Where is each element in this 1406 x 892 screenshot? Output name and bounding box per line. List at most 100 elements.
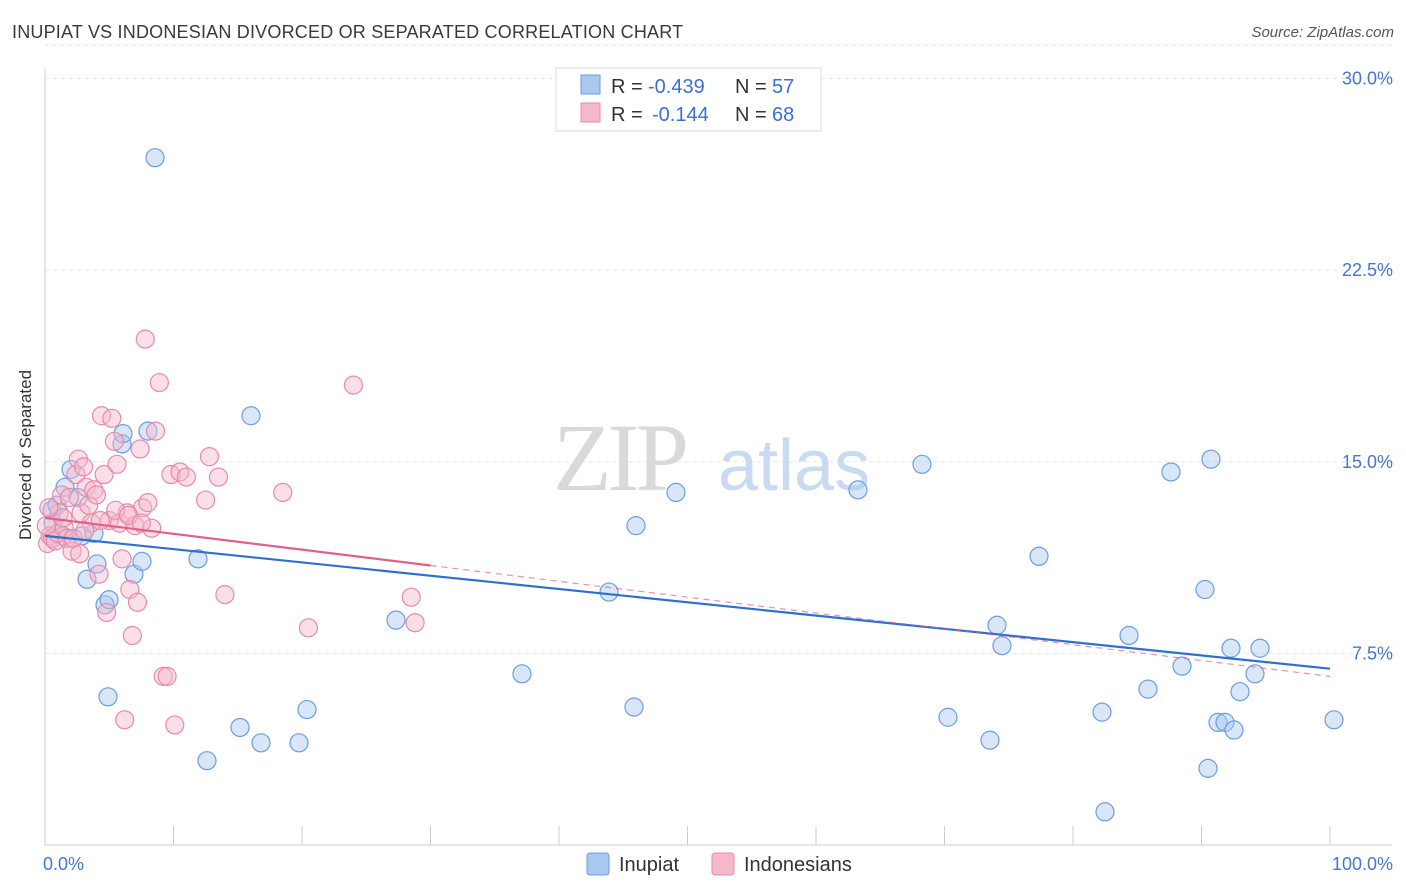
legend-n-inupiat: 57 — [772, 76, 794, 98]
point-inupiat — [512, 664, 532, 684]
point-inupiat — [251, 733, 271, 753]
point-inupiat — [112, 434, 132, 454]
y-tick-label: 22.5% — [1342, 260, 1393, 280]
point-inupiat — [188, 549, 208, 569]
y-tick-label: 15.0% — [1342, 452, 1393, 472]
point-indonesians — [196, 490, 216, 510]
x-tick-labels: 0.0% 100.0% — [43, 854, 1393, 874]
point-indonesians — [52, 485, 72, 505]
legend-n-label-inupiat: N = — [735, 76, 767, 98]
point-inupiat — [1224, 720, 1244, 740]
point-indonesians — [115, 710, 135, 730]
point-inupiat — [1195, 579, 1215, 600]
bottom-legend: Inupiat Indonesians — [586, 852, 852, 876]
legend-r-label-indonesians: R = — [611, 104, 643, 126]
point-inupiat — [1119, 625, 1139, 646]
legend-n-label-indonesians: N = — [735, 104, 767, 126]
source-label: Source: ZipAtlas.com — [1251, 24, 1394, 41]
point-inupiat — [1092, 702, 1112, 722]
point-inupiat — [197, 751, 217, 771]
point-indonesians — [405, 613, 425, 633]
point-indonesians — [215, 585, 235, 605]
axes — [44, 68, 1392, 846]
point-inupiat — [1138, 679, 1158, 699]
y-tick-labels: 7.5% 15.0% 22.5% 30.0% — [1342, 69, 1393, 664]
bottom-legend-inupiat: Inupiat — [619, 854, 679, 876]
legend-swatch-indonesians — [580, 102, 601, 123]
point-indonesians — [176, 467, 196, 487]
point-indonesians — [59, 487, 80, 508]
point-inupiat — [848, 480, 868, 500]
watermark: ZIP atlas — [553, 404, 870, 511]
point-indonesians — [89, 564, 109, 584]
point-inupiat — [77, 569, 97, 589]
point-indonesians — [70, 544, 90, 564]
point-indonesians — [102, 408, 122, 428]
point-indonesians — [138, 493, 158, 513]
trend-line-inupiat — [44, 534, 1331, 670]
point-inupiat — [938, 707, 958, 727]
point-indonesians — [107, 454, 127, 474]
bottom-legend-swatch-inupiat — [586, 852, 610, 876]
watermark-atlas: atlas — [718, 426, 870, 506]
x-tick-label-max: 100.0% — [1332, 854, 1393, 874]
legend-r-indonesians: -0.144 — [652, 104, 709, 126]
point-indonesians — [157, 666, 177, 686]
point-inupiat — [1161, 462, 1181, 482]
trend-lines — [44, 516, 1331, 677]
y-tick-label: 7.5% — [1352, 643, 1393, 663]
legend-box: R = -0.439 N = 57 R = -0.144 N = 68 — [555, 67, 822, 132]
point-indonesians — [343, 375, 363, 395]
legend-n-indonesians: 68 — [772, 104, 794, 126]
point-indonesians — [94, 464, 114, 485]
point-indonesians — [401, 587, 421, 607]
trend-line-indonesians — [44, 516, 431, 567]
point-indonesians — [106, 500, 126, 520]
point-inupiat — [1029, 546, 1049, 566]
point-inupiat — [987, 615, 1007, 635]
series-inupiat — [42, 148, 1344, 822]
point-inupiat — [1221, 638, 1241, 658]
x-tick-label-min: 0.0% — [43, 854, 84, 874]
grid-lines — [45, 44, 1392, 654]
point-indonesians — [131, 513, 151, 533]
point-inupiat — [1095, 802, 1115, 822]
chart-title: INUPIAT VS INDONESIAN DIVORCED OR SEPARA… — [12, 22, 684, 42]
point-inupiat — [912, 454, 932, 474]
series-indonesians — [36, 329, 425, 735]
point-inupiat — [599, 582, 619, 602]
point-indonesians — [66, 464, 86, 485]
point-indonesians — [130, 439, 150, 459]
point-inupiat — [297, 699, 317, 720]
point-indonesians — [39, 498, 59, 518]
legend-r-label-inupiat: R = — [611, 76, 643, 98]
point-inupiat — [386, 610, 406, 630]
point-indonesians — [208, 467, 229, 487]
y-tick-label: 30.0% — [1342, 69, 1393, 89]
point-indonesians — [112, 549, 132, 569]
point-inupiat — [1208, 712, 1228, 732]
point-inupiat — [1250, 638, 1270, 658]
point-inupiat — [138, 421, 158, 441]
point-indonesians — [298, 618, 319, 638]
point-inupiat — [626, 516, 646, 536]
point-inupiat — [1198, 758, 1218, 778]
point-inupiat — [624, 697, 644, 717]
bottom-legend-indonesians: Indonesians — [744, 854, 852, 876]
point-inupiat — [1201, 449, 1221, 469]
point-inupiat — [992, 636, 1012, 656]
watermark-zip: ZIP — [553, 404, 686, 511]
point-indonesians — [122, 625, 142, 646]
point-inupiat — [1172, 656, 1192, 676]
point-indonesians — [135, 329, 155, 349]
point-inupiat — [145, 148, 165, 168]
point-indonesians — [86, 485, 107, 505]
point-indonesians — [145, 421, 166, 441]
point-indonesians — [73, 457, 94, 477]
trend-line-indonesians-extension — [430, 564, 1331, 677]
point-inupiat — [666, 482, 686, 503]
legend-r-inupiat: -0.439 — [648, 76, 705, 98]
point-indonesians — [149, 372, 169, 393]
point-inupiat — [1245, 664, 1265, 684]
